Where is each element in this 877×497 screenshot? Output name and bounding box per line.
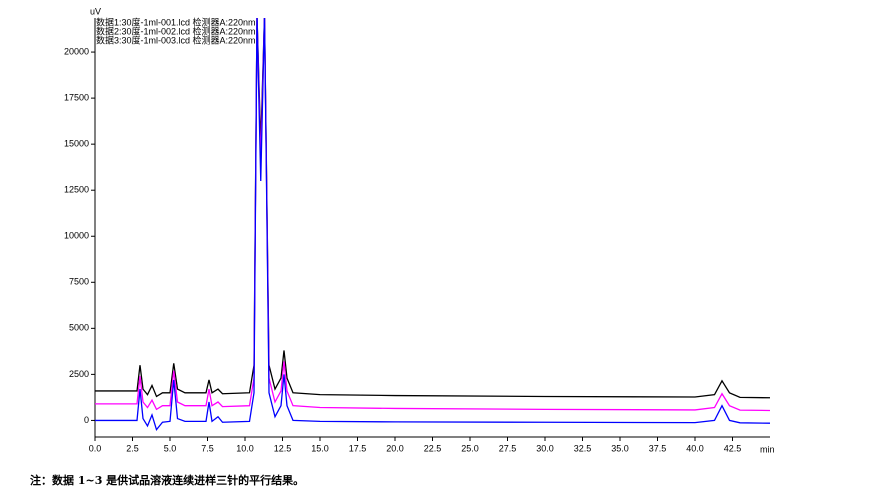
x-tick-label: 5.0 [164,443,177,453]
x-axis-label: min [760,444,775,454]
x-tick-label: 22.5 [424,443,442,453]
series-line [95,18,770,431]
x-tick-label: 2.5 [126,443,139,453]
legend-entry: 数据3:30度-1ml-003.lcd 检测器A:220nm [96,34,256,45]
x-tick-label: 15.0 [311,443,329,453]
y-tick-label: 15000 [64,139,89,149]
note: 注：数据 1~3 是供试品溶液连续进样三针的平行结果。 [30,473,304,487]
x-tick-label: 12.5 [274,443,292,453]
legend-entry: 数据2:30度-1ml-002.lcd 检测器A:220nm [96,25,256,36]
x-tick-label: 20.0 [386,443,404,453]
x-tick-label: 17.5 [349,443,367,453]
x-tick-label: 42.5 [724,443,742,453]
x-tick-label: 40.0 [686,443,704,453]
x-tick-label: 27.5 [499,443,517,453]
x-tick-label: 30.0 [536,443,554,453]
y-tick-label: 12500 [64,185,89,195]
y-tick-label: 0 [84,415,89,425]
y-tick-label: 17500 [64,92,89,102]
y-tick-label: 7500 [69,277,89,287]
series-line [95,18,770,412]
x-tick-label: 32.5 [574,443,592,453]
x-tick-label: 35.0 [611,443,629,453]
x-tick-label: 7.5 [201,443,214,453]
y-tick-label: 20000 [64,46,89,56]
y-axis-label: uV [90,6,101,16]
legend-entry: 数据1:30度-1ml-001.lcd 检测器A:220nm [96,16,256,27]
y-tick-label: 5000 [69,323,89,333]
x-tick-label: 0.0 [89,443,102,453]
series-line [95,18,770,399]
plot-area [95,18,770,431]
x-tick-label: 37.5 [649,443,667,453]
x-tick-label: 10.0 [236,443,254,453]
x-tick-label: 25.0 [461,443,479,453]
y-tick-label: 2500 [69,369,89,379]
y-tick-label: 10000 [64,231,89,241]
